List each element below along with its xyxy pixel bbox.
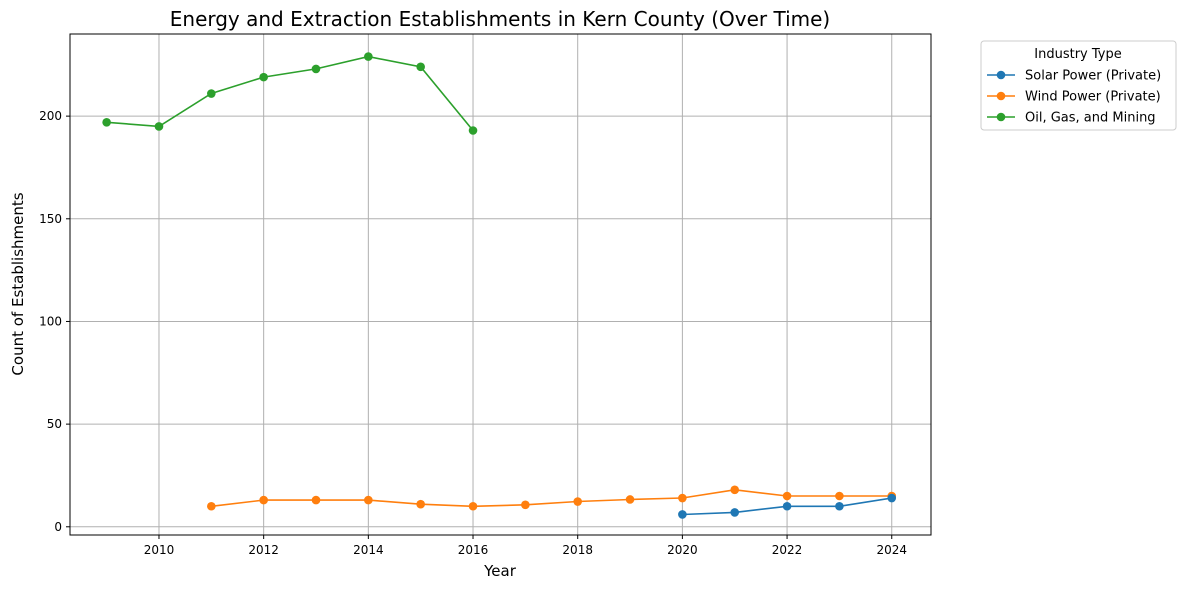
legend-items: Solar Power (Private) Wind Power (Private… — [987, 69, 1161, 126]
data-point — [678, 510, 687, 519]
data-point — [468, 501, 478, 511]
x-tick-label: 2022 — [772, 543, 803, 557]
legend-label: Wind Power (Private) — [1025, 90, 1161, 105]
y-tick-label: 0 — [54, 520, 62, 534]
data-point — [311, 495, 321, 505]
legend-frame — [980, 40, 1177, 131]
y-tick-label: 150 — [39, 212, 62, 226]
y-tick-label: 100 — [39, 314, 62, 328]
plot-frame — [69, 33, 932, 536]
data-point — [259, 72, 268, 82]
series-line — [211, 488, 892, 508]
data-point — [782, 501, 792, 511]
legend-title: Industry Type — [1034, 47, 1121, 62]
data-point — [730, 508, 740, 517]
series-oil-gas-and-mining — [102, 52, 478, 135]
x-tick-label: 2016 — [458, 543, 489, 557]
axis-ticks: 2010 2012 2014 2016 2018 2020 2022 2024 0 50 100 15… — [39, 109, 907, 557]
series-wind-power-private — [207, 485, 897, 511]
data-point — [625, 495, 635, 504]
legend-label: Oil, Gas, and Mining — [1025, 111, 1156, 126]
x-axis-label: Year — [483, 562, 517, 580]
x-tick-label: 2012 — [248, 543, 279, 557]
series-solar-power-private — [678, 493, 897, 519]
x-tick-label: 2010 — [144, 543, 175, 557]
data-point — [887, 493, 897, 503]
legend-marker — [996, 112, 1006, 122]
legend-marker — [996, 70, 1006, 80]
data-point — [154, 122, 164, 131]
data-point — [730, 485, 740, 495]
y-tick-label: 200 — [39, 109, 62, 123]
data-point — [207, 89, 216, 98]
x-tick-label: 2018 — [562, 543, 593, 557]
data-point — [364, 52, 373, 61]
x-tick-label: 2020 — [667, 543, 698, 557]
legend-item-wind-power-private: Wind Power (Private) — [987, 90, 1161, 105]
data-point — [835, 491, 844, 501]
y-axis-label: Count of Establishments — [9, 192, 27, 375]
grid — [70, 34, 931, 535]
data-point — [311, 64, 321, 74]
data-point — [573, 497, 583, 506]
data-point — [259, 495, 268, 505]
data-point — [416, 62, 425, 72]
legend-item-solar-power-private: Solar Power (Private) — [987, 69, 1161, 84]
x-tick-label: 2014 — [353, 543, 384, 557]
data-point — [416, 499, 425, 509]
y-tick-label: 50 — [47, 417, 62, 431]
data-point — [782, 491, 792, 501]
legend-label: Solar Power (Private) — [1025, 69, 1161, 84]
chart-title: Energy and Extraction Establishments in … — [170, 7, 830, 31]
data-point — [835, 501, 844, 511]
data-point — [364, 495, 373, 505]
data-point — [678, 493, 687, 503]
data-point — [102, 117, 111, 127]
data-point — [521, 500, 530, 510]
data-point — [468, 126, 478, 135]
data-point — [207, 501, 216, 511]
x-tick-label: 2024 — [876, 543, 907, 557]
series-line — [106, 55, 474, 132]
legend-marker — [996, 91, 1006, 101]
legend-item-oil-gas-and-mining: Oil, Gas, and Mining — [987, 111, 1156, 126]
legend: Industry Type Solar Power (Private) Wind … — [980, 40, 1177, 131]
series-layer — [102, 52, 897, 519]
